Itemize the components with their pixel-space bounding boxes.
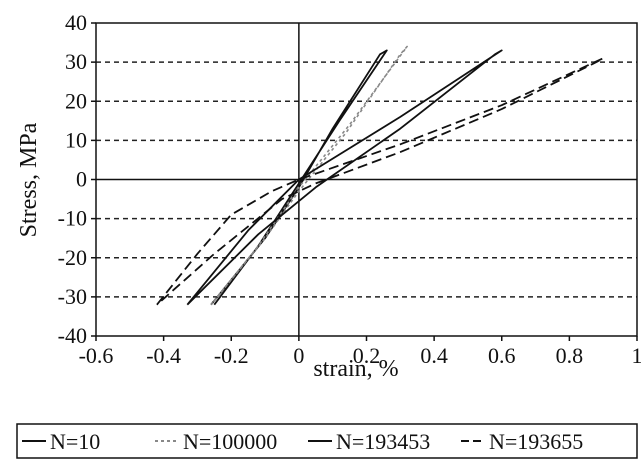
y-tick-label: 0 (76, 167, 87, 192)
series-line-3 (187, 50, 501, 304)
x-tick-label: 0.4 (420, 343, 448, 368)
y-tick-label: 20 (65, 88, 87, 113)
legend-label-3: N=193453 (336, 429, 430, 454)
x-tick-label: -0.6 (79, 343, 114, 368)
y-axis-title: Stress, MPa (16, 122, 42, 237)
x-axis-title: strain, % (313, 356, 398, 382)
y-tick-label: 40 (65, 10, 87, 35)
axis-layer (91, 23, 637, 341)
x-tick-label: -0.4 (146, 343, 181, 368)
legend-label-2: N=100000 (183, 429, 277, 454)
y-tick-label: -30 (58, 284, 87, 309)
legend-label-1: N=10 (50, 429, 100, 454)
y-tick-label: -10 (58, 206, 87, 231)
x-tick-label: 0.6 (488, 343, 516, 368)
x-tick-label: 0.8 (556, 343, 584, 368)
x-tick-label: 0 (293, 343, 304, 368)
x-tick-label: -0.2 (214, 343, 249, 368)
y-tick-label: -20 (58, 245, 87, 270)
y-tick-label: 30 (65, 49, 87, 74)
x-tick-label: 1 (632, 343, 641, 368)
series-layer (157, 47, 603, 305)
legend: N=10 N=100000 N=193453 N=193655 (17, 424, 637, 458)
legend-label-4: N=193655 (489, 429, 583, 454)
y-tick-label: 10 (65, 127, 87, 152)
